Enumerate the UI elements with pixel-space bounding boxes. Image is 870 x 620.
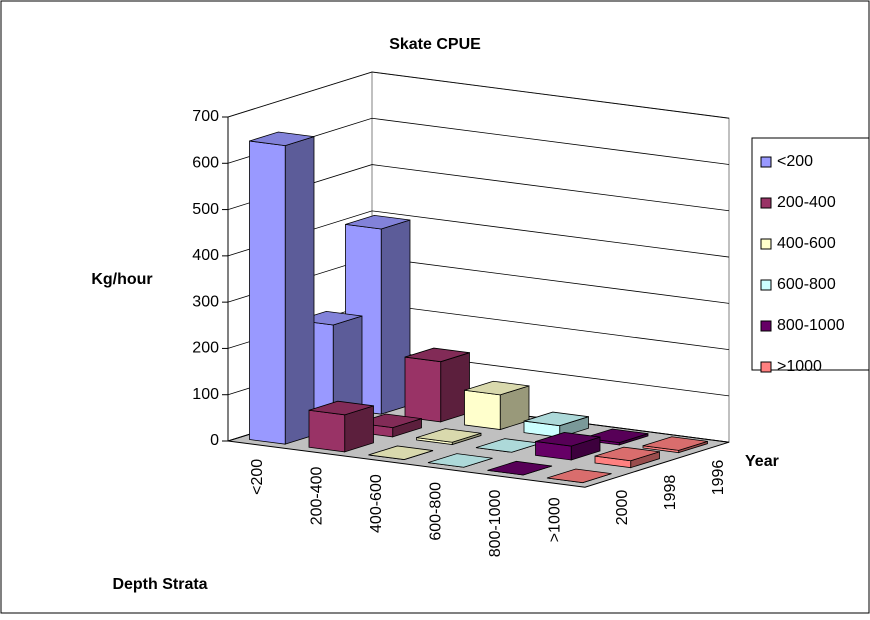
y-tick-label: 200 bbox=[192, 340, 219, 357]
y-tick-label: 0 bbox=[210, 432, 219, 449]
z-tick-label: 1996 bbox=[710, 460, 727, 496]
y-tick-label: 100 bbox=[192, 386, 219, 403]
bar-top bbox=[546, 468, 612, 484]
legend-label: >1000 bbox=[777, 358, 822, 375]
x-tick-label: 800-1000 bbox=[487, 490, 504, 558]
bar-top bbox=[594, 446, 660, 462]
x-tick-label: 200-400 bbox=[308, 466, 325, 525]
x-axis-title: Depth Strata bbox=[112, 576, 207, 593]
bar-top bbox=[642, 436, 708, 451]
bar bbox=[427, 453, 493, 468]
bar-top bbox=[416, 428, 482, 443]
bar bbox=[594, 446, 660, 469]
bar-top bbox=[368, 445, 434, 460]
x-tick-label: 600-800 bbox=[427, 482, 444, 541]
bar bbox=[249, 131, 315, 445]
x-tick-label: <200 bbox=[249, 459, 266, 495]
bar-top bbox=[249, 131, 315, 147]
chart-title: Skate CPUE bbox=[389, 36, 481, 53]
bar-front bbox=[308, 409, 346, 453]
legend-swatch bbox=[760, 238, 772, 250]
bar bbox=[308, 400, 374, 453]
bar-top bbox=[308, 400, 374, 416]
legend-swatch bbox=[760, 361, 772, 373]
bar bbox=[416, 428, 482, 446]
x-tick-label: >1000 bbox=[546, 497, 563, 542]
bar-side bbox=[284, 136, 315, 445]
bar-front bbox=[249, 140, 286, 445]
bar bbox=[404, 347, 470, 423]
z-tick-label: 2000 bbox=[614, 490, 631, 526]
bar-top bbox=[535, 432, 601, 447]
legend-swatch bbox=[760, 279, 772, 291]
bar bbox=[523, 411, 589, 438]
z-tick-label: 1998 bbox=[662, 475, 679, 511]
bar-top bbox=[464, 380, 530, 396]
y-tick-label: 700 bbox=[192, 108, 219, 125]
legend-swatch bbox=[760, 197, 772, 209]
bar-top bbox=[345, 214, 411, 230]
bar bbox=[546, 468, 612, 484]
y-tick-label: 600 bbox=[192, 155, 219, 172]
legend-label: 800-1000 bbox=[777, 317, 845, 334]
legend-label: <200 bbox=[777, 153, 813, 170]
bar-top bbox=[487, 460, 553, 476]
bar bbox=[368, 445, 434, 460]
bar-top bbox=[523, 411, 589, 427]
y-tick-label: 400 bbox=[192, 247, 219, 264]
bar-top bbox=[404, 347, 470, 363]
y-axis-title: Kg/hour bbox=[91, 271, 152, 288]
bar bbox=[535, 432, 601, 461]
grid-line bbox=[227, 71, 730, 119]
x-tick-label: 400-600 bbox=[368, 474, 385, 533]
y-tick-label: 300 bbox=[192, 293, 219, 310]
bar-front bbox=[464, 389, 501, 431]
legend-label: 200-400 bbox=[777, 194, 836, 211]
bar bbox=[487, 460, 553, 476]
bar bbox=[642, 436, 708, 454]
y-tick-label: 500 bbox=[192, 201, 219, 218]
legend-swatch bbox=[760, 156, 772, 168]
bar bbox=[464, 380, 530, 431]
legend-box bbox=[751, 137, 870, 371]
legend-swatch bbox=[760, 320, 772, 332]
bar-front bbox=[404, 356, 442, 423]
legend-label: 600-800 bbox=[777, 276, 836, 293]
legend-label: 400-600 bbox=[777, 235, 836, 252]
z-axis-title: Year bbox=[745, 453, 779, 470]
bar-top bbox=[427, 453, 493, 468]
